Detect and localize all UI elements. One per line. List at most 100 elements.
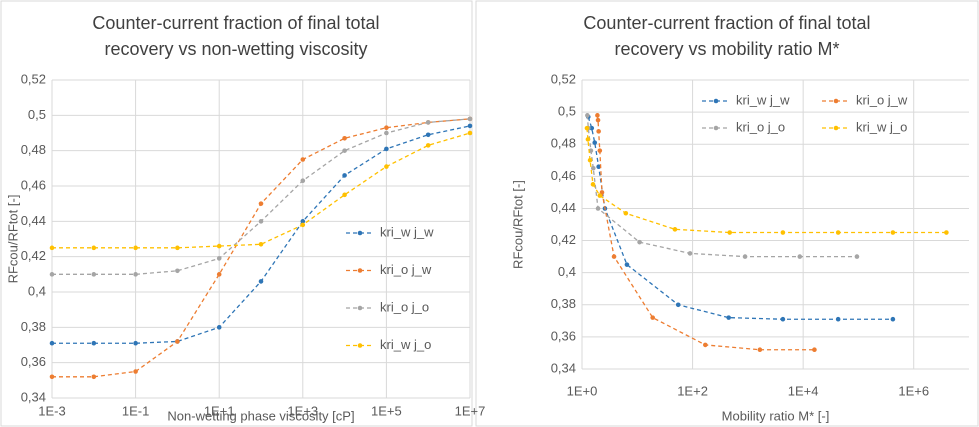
data-point: [599, 190, 605, 195]
data-point: [342, 173, 347, 178]
data-point: [300, 222, 306, 228]
data-point: [797, 254, 803, 259]
data-point: [637, 239, 642, 245]
legend-marker: [357, 230, 363, 236]
x-tick-label: 1E+3: [287, 403, 318, 418]
y-tick-label: 0,36: [551, 328, 576, 343]
x-tick-label: 1E+1: [204, 403, 235, 418]
data-point: [175, 339, 180, 344]
data-point: [258, 279, 264, 284]
legend-label: kri_o j_w: [856, 92, 908, 107]
data-point: [672, 227, 678, 232]
legend-marker: [357, 343, 363, 348]
series-line: [586, 115, 857, 258]
y-tick-label: 0,34: [21, 389, 46, 404]
legend-label: kri_w j_o: [856, 119, 907, 134]
data-point: [300, 157, 306, 162]
data-point: [780, 316, 786, 322]
legend-marker: [713, 125, 719, 131]
data-point: [595, 113, 600, 118]
data-point: [703, 342, 708, 348]
data-point: [133, 340, 138, 346]
data-point: [384, 130, 389, 136]
y-tick-label: 0,48: [21, 142, 46, 157]
data-point: [133, 272, 138, 277]
data-point: [611, 254, 617, 259]
data-point: [300, 178, 306, 183]
data-point: [623, 210, 629, 216]
data-point: [944, 230, 949, 235]
chart-title: recovery vs mobility ratio M*: [614, 39, 839, 59]
data-point: [342, 192, 347, 198]
legend-label: kri_w j_w: [380, 224, 434, 239]
series-line: [52, 132, 471, 249]
x-tick-label: 1E+4: [788, 383, 819, 398]
series-line: [587, 116, 893, 320]
series-line: [52, 118, 471, 275]
data-point: [596, 164, 601, 169]
x-tick-label: 1E+7: [455, 403, 486, 418]
data-point: [890, 316, 896, 322]
y-tick-label: 0,36: [21, 354, 46, 369]
legend-label: kri_w j_o: [380, 337, 431, 352]
x-tick-label: 1E+6: [898, 383, 929, 398]
x-tick-label: 1E+2: [677, 383, 708, 398]
y-tick-label: 0,42: [551, 232, 576, 247]
data-point: [854, 254, 860, 259]
data-point: [467, 123, 473, 129]
data-point: [890, 230, 896, 235]
data-point: [216, 272, 222, 277]
legend-marker: [357, 305, 363, 311]
data-point: [91, 374, 97, 380]
data-point: [425, 143, 431, 148]
legend-label: kri_o j_w: [380, 262, 432, 277]
data-point: [384, 164, 389, 169]
data-point: [596, 129, 601, 134]
data-point: [590, 166, 596, 171]
data-point: [258, 219, 264, 224]
data-point: [49, 340, 55, 346]
data-point: [585, 113, 590, 118]
data-point: [49, 245, 55, 251]
y-tick-label: 0,34: [551, 360, 576, 375]
y-tick-label: 0,38: [551, 296, 576, 311]
legend-marker: [357, 268, 363, 273]
data-point: [91, 272, 97, 277]
y-tick-label: 0,52: [21, 71, 46, 86]
data-point: [727, 230, 733, 235]
data-point: [175, 245, 180, 251]
data-point: [587, 157, 593, 163]
data-point: [595, 206, 601, 211]
data-point: [258, 201, 264, 206]
data-point: [650, 315, 655, 320]
legend-marker: [713, 98, 719, 104]
x-tick-label: 1E-1: [122, 403, 149, 418]
y-tick-label: 0,48: [551, 136, 576, 151]
data-point: [300, 219, 306, 224]
data-point: [624, 262, 630, 267]
x-tick-label: 1E-3: [38, 403, 65, 418]
data-point: [467, 116, 473, 122]
data-point: [425, 132, 431, 138]
x-tick-label: 1E+0: [567, 383, 598, 398]
y-tick-label: 0,38: [21, 319, 46, 334]
y-tick-label: 0,5: [28, 107, 46, 122]
data-point: [595, 117, 601, 123]
y-tick-label: 0,52: [551, 71, 576, 86]
data-point: [384, 125, 389, 130]
data-point: [597, 193, 603, 198]
legend-marker: [833, 125, 839, 131]
data-point: [91, 245, 97, 251]
data-point: [216, 325, 222, 330]
y-tick-label: 0,44: [551, 200, 576, 215]
y-tick-label: 0,46: [21, 177, 46, 192]
data-point: [49, 374, 55, 380]
x-tick-label: 1E+5: [371, 403, 402, 418]
x-axis-label: Non-wetting phase viscosity [cP]: [167, 408, 354, 423]
data-point: [597, 148, 603, 153]
legend-marker: [833, 98, 839, 104]
data-point: [585, 137, 591, 142]
data-point: [133, 245, 138, 251]
series-line: [586, 128, 947, 234]
